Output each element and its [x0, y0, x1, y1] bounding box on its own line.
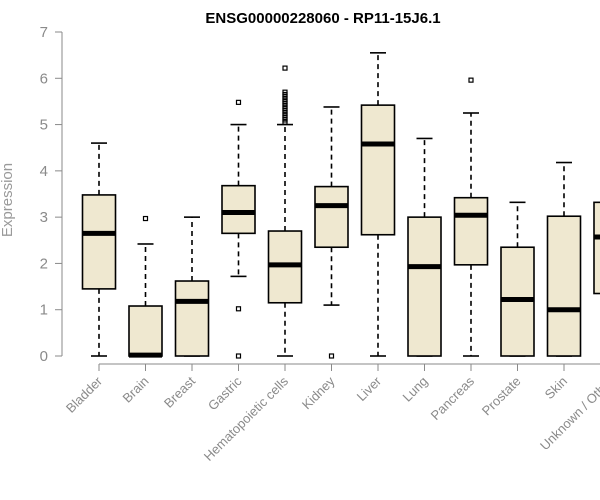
outlier-point [235, 353, 242, 359]
iqr-box [593, 201, 600, 295]
x-tick-label: Breast [161, 373, 198, 410]
x-tick-label: Lung [400, 374, 431, 405]
box-bladder [81, 142, 117, 357]
y-tick-label: 4 [40, 163, 48, 180]
iqr-box [174, 280, 210, 357]
box-gastric [221, 99, 256, 359]
x-tick-label: Gastric [205, 373, 245, 413]
y-axis: 0 1 2 3 4 5 6 7 [40, 24, 63, 365]
outlier-point [142, 215, 149, 222]
y-tick-label: 2 [40, 255, 48, 272]
box-skin [546, 161, 582, 357]
outlier-point [468, 77, 474, 83]
outlier-point [235, 99, 242, 105]
y-tick-label: 6 [40, 70, 48, 87]
x-tick-label: Skin [542, 374, 570, 402]
box-brain [128, 215, 163, 358]
outlier-point [282, 89, 288, 95]
x-tick-label: Liver [354, 373, 385, 404]
y-tick-label: 0 [40, 348, 48, 365]
y-tick-label: 5 [40, 117, 48, 134]
y-axis-label: Expression [0, 163, 16, 237]
iqr-box [81, 194, 117, 290]
outlier-point [328, 353, 335, 359]
box-pancreas [453, 77, 489, 357]
x-tick-label: Bladder [63, 373, 106, 416]
y-tick-label: 7 [40, 24, 48, 41]
iqr-box [314, 185, 349, 249]
x-tick-label: Pancreas [428, 373, 478, 423]
box-prostate [500, 201, 535, 357]
iqr-box [360, 104, 396, 236]
chart-title: ENSG00000228060 - RP11-15J6.1 [205, 10, 440, 27]
box-lung [407, 137, 442, 357]
outlier-point [282, 65, 288, 71]
box-hematopoietic-cells [267, 65, 303, 357]
y-tick-label: 3 [40, 209, 48, 226]
x-tick-label: Prostate [479, 374, 524, 419]
x-tick-label: Hematopoietic cells [201, 373, 292, 464]
box-unknown-other [593, 201, 600, 295]
box-breast [174, 216, 210, 357]
y-tick-label: 1 [40, 302, 48, 319]
outlier-point [235, 306, 242, 312]
x-tick-label: Kidney [299, 373, 338, 412]
iqr-box [407, 216, 442, 357]
iqr-box [453, 196, 489, 266]
box-kidney [314, 106, 349, 359]
plot-area [81, 52, 600, 359]
x-tick-label: Brain [120, 374, 152, 406]
box-liver [360, 52, 396, 357]
iqr-box [546, 215, 582, 357]
iqr-box [221, 184, 256, 235]
iqr-box [128, 305, 163, 357]
